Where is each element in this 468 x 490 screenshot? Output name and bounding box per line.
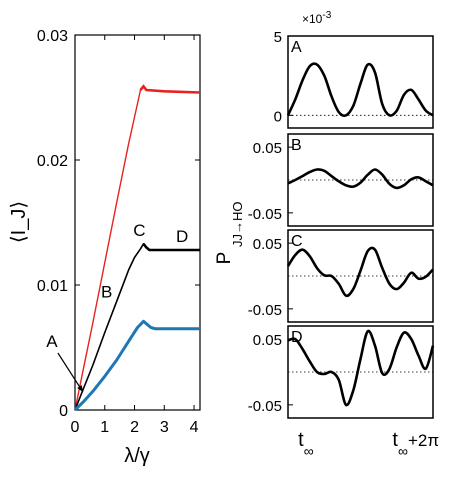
annotation-label-d: D: [176, 227, 188, 246]
left-x-tick-label: 2: [130, 419, 139, 436]
right-y-axis-label-main: P: [214, 252, 235, 265]
annotation-arrow-head: [77, 385, 83, 392]
panel-letter-label: D: [291, 329, 303, 346]
left-x-tick-label: 1: [100, 419, 109, 436]
panel-y-tick-label: -0.05: [248, 398, 282, 415]
x-tick-main: t: [392, 429, 398, 451]
panel-y-tick-label: 5: [274, 29, 282, 46]
left-y-tick-label: 0: [59, 403, 68, 420]
left-y-axis-label: ⟨I_J⟩: [8, 201, 30, 243]
panel-b: 0.05 -0.05 B: [248, 133, 434, 227]
right-panels: 0 5A 0.05 -0.05 B 0.05 -0.05 C 0.05 -0.05 D: [248, 29, 435, 419]
left-chart: 0 0.01 0.02 0.03 0 1 2 3 4 A B C D λ/γ ⟨I_J⟩: [8, 28, 201, 467]
left-x-tick-label: 4: [190, 419, 199, 436]
panel-c: 0.05 -0.05 C: [248, 229, 434, 323]
panel-curve: [287, 168, 434, 190]
panel-y-tick-label: 0: [274, 108, 282, 125]
panel-a: 0 5A: [274, 29, 434, 129]
annotation-label-a: A: [46, 332, 58, 351]
panel-y-tick-label: 0.05: [253, 140, 282, 157]
left-annotation-group: A B C D: [46, 221, 188, 393]
left-x-tick-label: 0: [71, 419, 80, 436]
annotation-label-c: C: [133, 221, 145, 240]
panel-curve: [287, 329, 435, 407]
x-tick-main: t: [298, 429, 304, 451]
panel-letter-label: B: [291, 137, 302, 154]
panel-curve: [286, 246, 434, 298]
series-black-plateau: [142, 242, 200, 252]
right-x-tick-label: t∞+2π: [392, 429, 439, 459]
left-x-tick-group: 0 1 2 3 4: [71, 35, 199, 436]
series-blue-line: [73, 319, 200, 412]
series-red-plateau: [139, 84, 201, 94]
right-x-tick-group: t∞ t∞+2π: [298, 429, 439, 459]
panel-y-tick-label: -0.05: [248, 206, 282, 223]
left-series-group: [73, 84, 201, 412]
panel-curve: [286, 62, 434, 118]
left-plot-frame: [74, 34, 201, 411]
exponent-label: ×10-3: [302, 10, 332, 26]
right-y-axis-label-subscript: JJ→HO: [230, 202, 245, 248]
x-tick-subscript: ∞: [304, 443, 314, 459]
left-y-tick-label: 0.01: [37, 278, 68, 295]
panel-d: 0.05 -0.05 D: [248, 325, 435, 419]
left-x-tick-label: 3: [160, 419, 169, 436]
left-y-tick-label: 0.02: [37, 153, 68, 170]
panel-y-tick-label: -0.05: [248, 302, 282, 319]
exponent-base: ×10: [302, 12, 323, 26]
panel-letter-label: C: [291, 233, 303, 250]
panel-y-tick-label: 0.05: [253, 332, 282, 349]
panel-letter-label: A: [291, 39, 302, 56]
annotation-label-b: B: [101, 282, 112, 301]
x-tick-subscript: ∞: [398, 443, 408, 459]
annotation-arrow-line: [57, 352, 84, 393]
left-y-tick-group: 0 0.01 0.02 0.03: [37, 28, 200, 420]
x-tick-suffix: +2π: [408, 431, 439, 450]
panel-frame: [287, 35, 434, 129]
panel-y-tick-label: 0.05: [253, 236, 282, 253]
right-y-axis-label: P JJ→HO: [214, 202, 245, 265]
left-y-tick-label: 0.03: [37, 28, 68, 45]
exponent-power: -3: [322, 10, 331, 21]
right-x-tick-label: t∞: [298, 429, 314, 459]
left-x-axis-label: λ/γ: [124, 445, 150, 467]
